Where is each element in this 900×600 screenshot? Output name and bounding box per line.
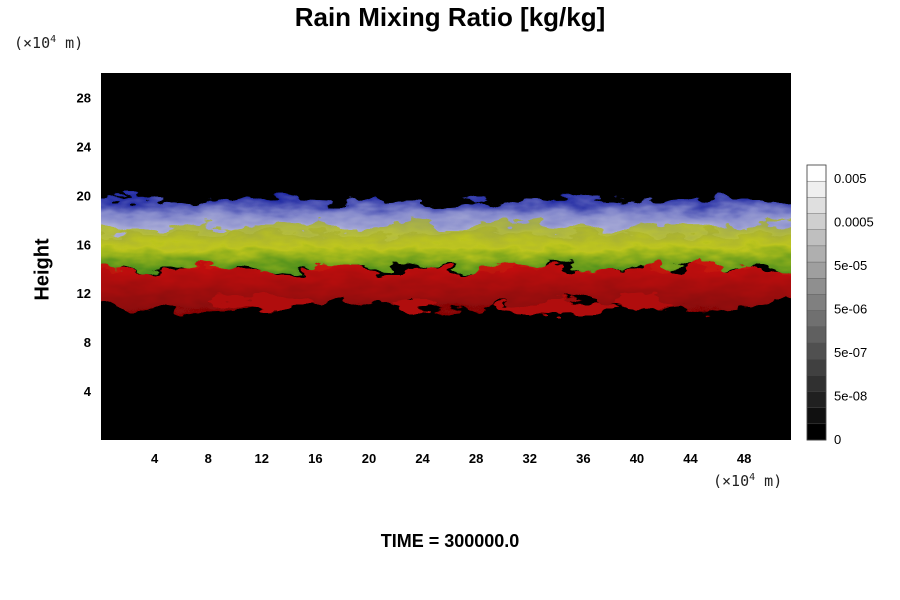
x-axis-unit: (×104 m) <box>713 472 783 490</box>
colorbar-level-10 <box>806 326 827 344</box>
colorbar-level-15 <box>806 407 827 425</box>
colorbar-label-3: 5e-06 <box>834 302 867 317</box>
x-tick-label-5: 24 <box>415 451 430 466</box>
colorbar-level-16 <box>806 423 827 441</box>
x-tick-label-8: 36 <box>576 451 590 466</box>
colorbar-level-1 <box>806 180 827 198</box>
colorbar-level-3 <box>806 213 827 231</box>
colorbar-label-0: 0.005 <box>834 171 867 186</box>
colorbar-level-8 <box>806 294 827 312</box>
x-tick-label-2: 12 <box>255 451 269 466</box>
x-tick-label-11: 48 <box>737 451 751 466</box>
colorbar-label-6: 0 <box>834 432 841 447</box>
colorbar-label-4: 5e-07 <box>834 345 867 360</box>
y-tick-label-5: 24 <box>77 139 92 154</box>
colorbar-label-5: 5e-08 <box>834 389 867 404</box>
colorbar-level-5 <box>806 245 827 263</box>
x-tick-label-1: 8 <box>205 451 212 466</box>
x-tick-label-7: 32 <box>523 451 537 466</box>
colorbar-level-13 <box>806 375 827 392</box>
x-tick-label-9: 40 <box>630 451 644 466</box>
colorbar-level-0 <box>806 164 827 182</box>
x-tick-label-10: 44 <box>683 451 698 466</box>
colorbar-level-4 <box>806 229 827 247</box>
rain-drip-0 <box>209 296 315 309</box>
rain-drip-2 <box>490 302 623 315</box>
y-tick-label-2: 12 <box>77 286 91 301</box>
colorbar-label-2: 5e-05 <box>834 258 867 273</box>
y-tick-label-1: 8 <box>84 335 91 350</box>
time-label: TIME = 300000.0 <box>380 531 520 551</box>
colorbar-level-12 <box>806 358 827 376</box>
x-tick-label-3: 16 <box>308 451 322 466</box>
colorbar-level-7 <box>806 278 827 295</box>
x-tick-label-6: 28 <box>469 451 483 466</box>
chart-title: Rain Mixing Ratio [kg/kg] <box>294 2 606 32</box>
rain-drip-1 <box>393 298 439 311</box>
y-axis-unit: (×104 m) <box>14 34 84 52</box>
x-tick-label-0: 4 <box>151 451 159 466</box>
y-tick-label-0: 4 <box>84 384 92 399</box>
x-tick-label-4: 20 <box>362 451 376 466</box>
colorbar-level-14 <box>806 391 827 409</box>
colorbar-level-6 <box>806 261 827 279</box>
cloud-layer-yellow-green <box>101 219 791 274</box>
y-tick-label-3: 16 <box>77 237 91 252</box>
rain-drip-3 <box>615 296 672 309</box>
cloud-layer-red <box>101 262 791 314</box>
colorbar-level-2 <box>806 197 827 215</box>
colorbar-frame <box>806 164 827 441</box>
colorbar-label-1: 0.0005 <box>834 215 874 230</box>
y-tick-label-4: 20 <box>77 188 91 203</box>
y-tick-label-6: 28 <box>77 90 91 105</box>
colorbar-level-9 <box>806 310 827 328</box>
colorbar-level-11 <box>806 342 827 360</box>
